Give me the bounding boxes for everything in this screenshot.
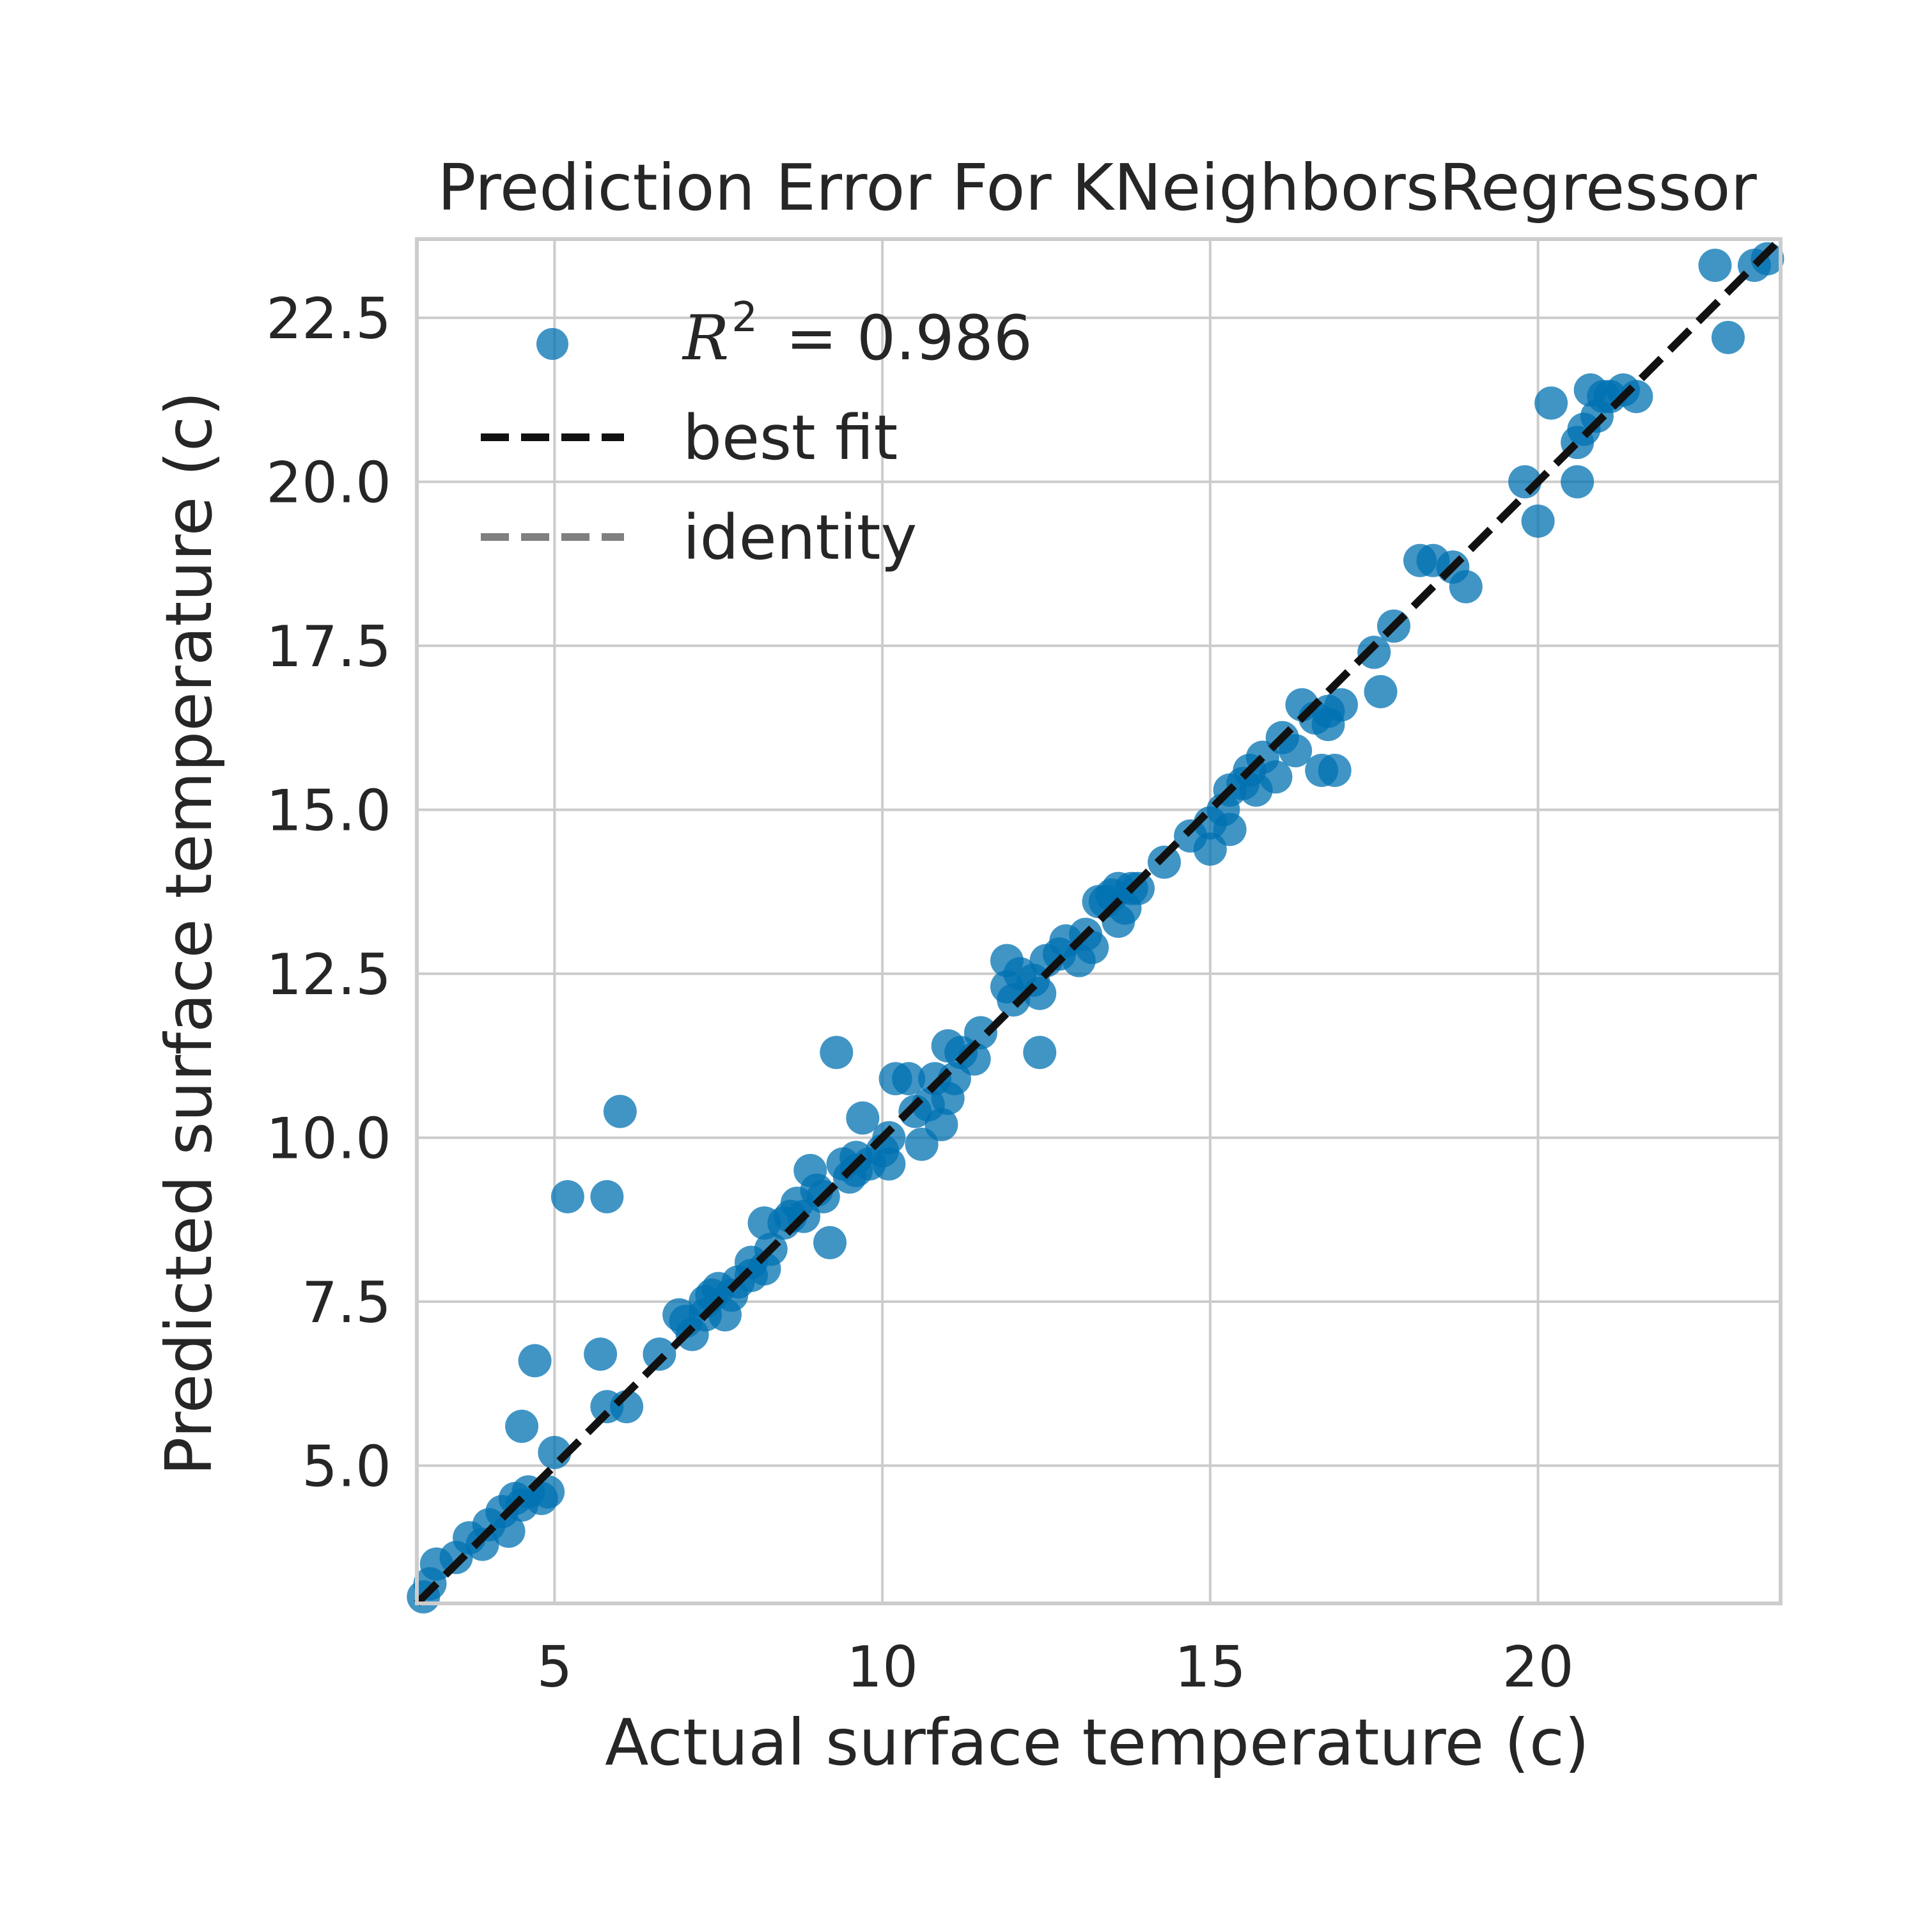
y-axis-label: Predicted surface temperature (c) (152, 391, 226, 1476)
y-tick-label: 17.5 (266, 614, 391, 680)
scatter-point (1534, 386, 1568, 420)
scatter-point (1318, 754, 1352, 788)
legend-label-r2: R 2 = 0.986 (682, 294, 1033, 374)
scatter-point (846, 1101, 880, 1135)
y-tick-label: 22.5 (266, 286, 391, 352)
scatter-point (1521, 504, 1555, 538)
scatter-point (590, 1180, 624, 1213)
scatter-point (1698, 249, 1732, 283)
scatter-point (924, 1108, 958, 1142)
scatter-point (1364, 674, 1398, 708)
x-tick-label: 10 (846, 1634, 918, 1700)
scatter-point (643, 1337, 676, 1371)
scatter-point (584, 1337, 618, 1371)
scatter-point (1213, 813, 1247, 846)
r2-symbol: R (682, 302, 729, 374)
scatter-point (1121, 871, 1155, 905)
plot-frame (415, 237, 1783, 1605)
r2-value: = 0.986 (786, 302, 1033, 374)
r2-exponent: 2 (731, 294, 758, 341)
y-tick-label: 5.0 (302, 1434, 391, 1500)
scatter-point (505, 1409, 539, 1443)
x-axis-label: Actual surface temperature (c) (605, 1705, 1589, 1780)
legend: R 2 = 0.986 best fit identity (481, 294, 1033, 573)
y-tick-labels: 5.0 7.5 10.0 12.5 15.0 17.5 20.0 22.5 (266, 286, 391, 1499)
scatter-point (1751, 242, 1784, 276)
scatter-point (1279, 734, 1313, 768)
scatter-point (820, 1036, 854, 1070)
chart-title: Prediction Error For KNeighborsRegressor (437, 150, 1757, 225)
x-tick-label: 5 (536, 1634, 572, 1700)
scatter-point (872, 1147, 906, 1181)
scatter-point (872, 1121, 906, 1155)
scatter-point (1357, 635, 1391, 669)
y-tick-label: 7.5 (302, 1270, 391, 1336)
scatter-point (1711, 320, 1745, 354)
scatter-point (492, 1515, 526, 1548)
scatter-point (413, 1567, 447, 1601)
y-tick-label: 12.5 (266, 942, 391, 1008)
scatter-points (407, 242, 1784, 1614)
y-tick-label: 10.0 (266, 1106, 391, 1172)
x-tick-label: 20 (1502, 1634, 1574, 1700)
scatter-point (964, 1016, 997, 1050)
scatter-point (1148, 845, 1182, 879)
scatter-point (1023, 1036, 1057, 1070)
legend-label-best-fit: best fit (683, 402, 898, 474)
scatter-point (518, 1344, 552, 1378)
scatter-point (603, 1095, 637, 1128)
scatter-point (1324, 688, 1358, 722)
legend-label-identity: identity (683, 502, 917, 573)
y-tick-label: 20.0 (266, 450, 391, 516)
scatter-point (1449, 570, 1483, 604)
scatter-point (550, 1180, 584, 1213)
scatter-point (1561, 465, 1595, 499)
scatter-point (1259, 760, 1293, 794)
y-tick-label: 15.0 (266, 778, 391, 844)
scatter-point (813, 1226, 847, 1259)
scatter-point (892, 1062, 926, 1096)
legend-marker-r2 (536, 328, 568, 360)
x-tick-labels: 5 10 15 20 (536, 1634, 1573, 1700)
grid-lines (417, 239, 1781, 1603)
x-tick-label: 15 (1174, 1634, 1246, 1700)
plot-area (417, 239, 1781, 1603)
